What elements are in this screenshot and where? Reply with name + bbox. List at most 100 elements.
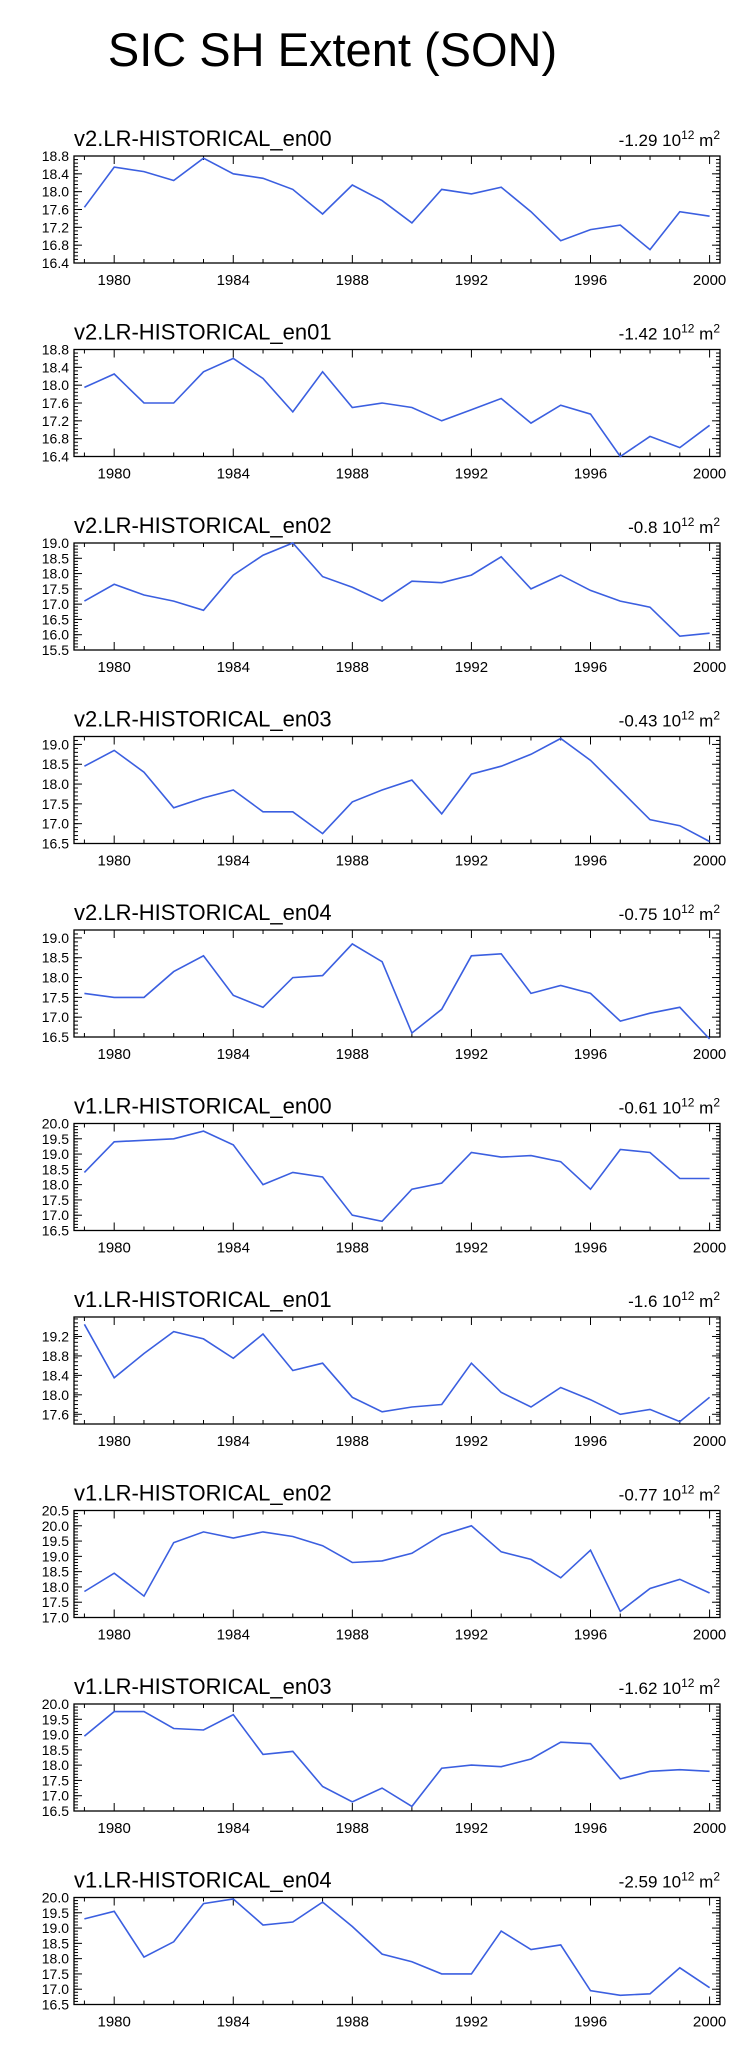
y-tick-label: 20.0: [42, 1696, 69, 1712]
chart-panel: v2.LR-HISTORICAL_en02 -0.8 1012 m2 1980 198…: [42, 513, 727, 676]
x-tick-label: 1988: [336, 272, 369, 289]
x-tick-label: 1996: [574, 1046, 607, 1063]
y-tick-label: 19.5: [42, 1131, 69, 1147]
chart-title: v2.LR-HISTORICAL_en02: [74, 513, 332, 538]
x-tick-label: 1980: [98, 2014, 131, 2031]
chart-title: v1.LR-HISTORICAL_en02: [74, 1481, 332, 1506]
x-tick-label: 2000: [693, 2014, 726, 2031]
chart-title: v2.LR-HISTORICAL_en03: [74, 707, 332, 732]
plot-frame: [73, 735, 721, 845]
y-tick-label: 18.5: [42, 950, 69, 966]
x-tick-label: 1984: [217, 1627, 250, 1644]
x-tick-label: 1992: [455, 1240, 488, 1257]
x-tick-label: 1984: [217, 853, 250, 870]
x-tick-label: 1988: [336, 1046, 369, 1063]
y-tick-label: 17.5: [42, 989, 69, 1005]
x-tick-label: 1984: [217, 1433, 250, 1450]
y-tick-label: 15.5: [42, 642, 69, 658]
trend-label: -2.59 1012 m2: [619, 1870, 721, 1892]
y-tick-label: 20.0: [42, 1890, 69, 1906]
y-tick-label: 17.0: [42, 1610, 69, 1626]
x-tick-label: 1996: [574, 2014, 607, 2031]
y-tick-label: 19.0: [42, 1548, 69, 1564]
x-tick-label: 1992: [455, 1433, 488, 1450]
x-tick-label: 2000: [693, 1046, 726, 1063]
x-tick-label: 1980: [98, 1240, 131, 1257]
y-tick-label: 18.0: [42, 1951, 69, 1967]
y-tick-label: 18.0: [42, 1387, 69, 1403]
plot-frame: [73, 929, 721, 1038]
y-tick-label: 17.5: [42, 1772, 69, 1788]
x-tick-label: 1980: [98, 659, 131, 676]
plot-frame: [73, 1122, 721, 1232]
series-line: [83, 1524, 710, 1613]
x-tick-label: 1984: [217, 1240, 250, 1257]
series-line: [83, 1130, 710, 1223]
y-tick-label: 16.8: [42, 431, 69, 447]
y-tick-label: 18.0: [42, 1177, 69, 1193]
x-tick-label: 1984: [217, 2014, 250, 2031]
x-tick-label: 2000: [693, 272, 726, 289]
y-tick-label: 16.5: [42, 1029, 69, 1045]
series-line: [84, 1898, 711, 1997]
plot-frame: [73, 155, 721, 264]
x-tick-label: 1992: [455, 659, 488, 676]
y-tick-label: 16.5: [42, 1803, 69, 1819]
x-tick-label: 1984: [217, 1820, 250, 1837]
chart-panel: v2.LR-HISTORICAL_en04 -0.75 1012 m2 1980 19…: [42, 900, 727, 1063]
x-tick-label: 1984: [217, 1046, 250, 1063]
series-line: [84, 942, 711, 1040]
y-tick-label: 18.0: [42, 970, 69, 986]
y-tick-label: 17.0: [42, 1788, 69, 1804]
y-tick-label: 19.0: [42, 1920, 69, 1936]
chart-title: v2.LR-HISTORICAL_en01: [74, 320, 332, 345]
y-tick-label: 17.0: [42, 1009, 69, 1025]
x-tick-label: 1996: [574, 659, 607, 676]
x-tick-label: 1984: [217, 466, 250, 483]
x-tick-label: 1992: [455, 272, 488, 289]
x-tick-label: 1992: [455, 1046, 488, 1063]
x-tick-label: 1992: [455, 1820, 488, 1837]
y-tick-label: 16.5: [42, 1997, 69, 2013]
trend-label: -0.8 1012 m2: [628, 515, 720, 537]
y-tick-label: 19.0: [42, 535, 69, 551]
chart-panel: v1.LR-HISTORICAL_en01 -1.6 1012 m2 1980 198…: [42, 1287, 727, 1450]
series-line: [84, 357, 711, 458]
x-tick-label: 1996: [574, 1240, 607, 1257]
series-line: [84, 737, 710, 843]
chart-panel: v2.LR-HISTORICAL_en01 -1.42 1012 m2 1980 19…: [42, 320, 727, 483]
y-tick-label: 19.2: [42, 1328, 69, 1344]
trend-label: -0.43 1012 m2: [619, 709, 721, 731]
series-line: [83, 157, 710, 251]
y-tick-label: 16.8: [42, 237, 69, 253]
x-tick-label: 2000: [693, 1820, 726, 1837]
y-tick-label: 17.5: [42, 1594, 69, 1610]
series-line: [84, 542, 710, 638]
y-tick-label: 20.0: [42, 1518, 69, 1534]
x-tick-label: 2000: [693, 1240, 726, 1257]
x-tick-label: 1996: [574, 853, 607, 870]
chart-title: v1.LR-HISTORICAL_en01: [74, 1287, 332, 1312]
plot-frame: [73, 1703, 721, 1812]
y-tick-label: 18.5: [42, 1935, 69, 1951]
trend-label: -0.77 1012 m2: [619, 1483, 721, 1505]
y-tick-label: 16.5: [42, 611, 69, 627]
chart-panel: v2.LR-HISTORICAL_en00 -1.29 1012 m2 1980 19…: [42, 126, 727, 289]
y-tick-label: 18.5: [42, 550, 69, 566]
y-tick-label: 17.5: [42, 581, 69, 597]
x-tick-label: 1992: [455, 466, 488, 483]
y-tick-label: 16.4: [42, 449, 69, 465]
x-tick-label: 1988: [336, 466, 369, 483]
y-tick-label: 19.0: [42, 736, 69, 752]
x-tick-label: 1988: [336, 2014, 369, 2031]
y-tick-label: 18.0: [42, 566, 69, 582]
y-tick-label: 20.5: [42, 1503, 69, 1519]
x-tick-label: 1988: [336, 1240, 369, 1257]
x-tick-label: 1996: [574, 466, 607, 483]
plot-frame: [73, 542, 721, 651]
y-tick-label: 17.6: [42, 395, 69, 411]
chart-title: v2.LR-HISTORICAL_en00: [74, 126, 332, 151]
y-tick-label: 19.5: [42, 1533, 69, 1549]
y-tick-label: 19.0: [42, 1727, 69, 1743]
chart-title: v1.LR-HISTORICAL_en00: [74, 1094, 332, 1119]
